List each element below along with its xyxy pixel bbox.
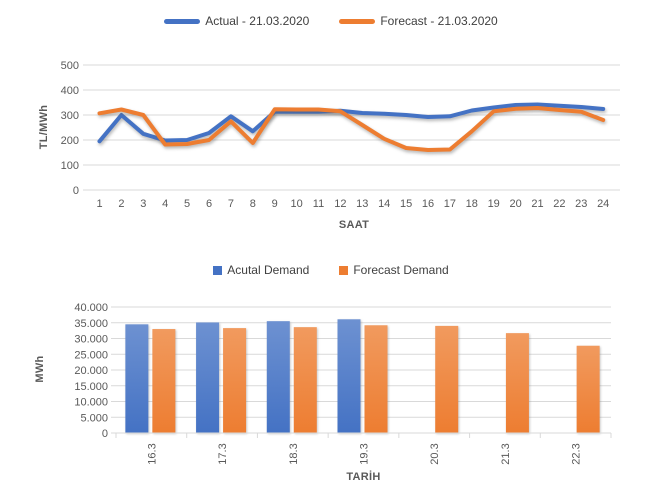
x-tick-label: 18.3 [288,443,300,464]
x-tick-label: 4 [162,198,168,210]
x-tick-label: 13 [356,198,368,210]
x-tick-label: 10 [290,198,302,210]
demand-bar-chart: Acutal Demand Forecast Demand MWh 0 5.000… [0,245,662,491]
price-x-axis-title: SAAT [338,219,370,231]
x-tick-label: 20.3 [429,443,441,464]
actual-demand-bar [337,319,361,433]
x-tick-label: 20 [509,198,521,210]
legend-label-forecast-demand: Forecast Demand [353,263,449,277]
x-tick-label: 21 [531,198,543,210]
y-tick-label: 15.000 [74,381,108,393]
y-tick-label: 10.000 [74,397,108,409]
x-tick-label: 17 [444,198,456,210]
y-tick-label: 300 [61,110,79,122]
y-tick-label: 25.000 [74,349,108,361]
forecast-price-line-swatch [339,18,376,24]
legend-item-actual-price: Actual - 21.03.2020 [164,14,309,28]
actual-price-line [97,102,606,144]
forecast-demand-bar [152,329,176,433]
forecast-demand-bar [435,325,459,433]
x-tick-label: 22 [553,198,565,210]
y-tick-label: 100 [61,160,79,172]
demand-chart-legend: Acutal Demand Forecast Demand [0,263,662,277]
forecast-demand-bar [505,333,529,433]
x-tick-label: 16.3 [146,443,158,464]
actual-demand-bar [125,324,149,433]
actual-demand-bar [196,322,220,433]
x-tick-label: 19 [488,198,500,210]
y-tick-label: 30.000 [74,334,108,346]
x-tick-label: 11 [313,198,324,210]
demand-x-axis-title: TARİH [346,471,381,483]
y-tick-label: 500 [61,60,79,72]
x-tick-label: 9 [272,198,278,210]
y-tick-label: 200 [61,135,79,147]
y-tick-label: 400 [61,85,79,97]
actual-demand-bar [266,321,290,433]
legend-item-forecast-demand: Forecast Demand [339,263,449,277]
legend-item-forecast-price: Forecast - 21.03.2020 [339,14,498,28]
forecast-demand-bar [293,327,317,433]
y-tick-label: 20.000 [74,365,108,377]
forecast-demand-bar [364,325,388,433]
forecast-demand-bar [223,328,247,433]
y-tick-label: 5.000 [80,412,108,424]
actual-demand-swatch [213,265,223,275]
x-tick-label: 16 [422,198,434,210]
actual-price-line-swatch [164,18,201,24]
x-tick-label: 22.3 [571,443,583,464]
forecast-demand-bar [576,345,600,433]
x-tick-label: 19.3 [359,443,371,464]
y-tick-label: 35.000 [74,318,108,330]
demand-chart-plot: 0 5.000 10.000 15.000 20.000 25.000 30.000 35.0… [74,302,612,465]
legend-item-actual-demand: Acutal Demand [213,263,309,277]
forecast-price-line [97,106,606,152]
price-line-chart: Actual - 21.03.2020 Forecast - 21.03.202… [0,0,662,245]
y-tick-label: 0 [102,428,108,440]
legend-label-actual-demand: Acutal Demand [227,263,310,277]
x-tick-label: 24 [597,198,609,210]
x-tick-label: 8 [250,198,256,210]
x-tick-label: 12 [334,198,346,210]
x-tick-label: 7 [228,198,234,210]
legend-label-forecast-price: Forecast - 21.03.2020 [380,14,498,28]
x-tick-label: 17.3 [217,443,229,464]
x-tick-label: 2 [118,198,124,210]
legend-label-actual-price: Actual - 21.03.2020 [205,14,310,28]
x-tick-label: 23 [575,198,587,210]
x-tick-label: 3 [140,198,146,210]
x-tick-label: 1 [96,198,102,210]
x-tick-label: 15 [400,198,412,210]
x-tick-label: 18 [466,198,478,210]
x-tick-label: 14 [378,198,390,210]
y-tick-label: 40.000 [74,302,108,314]
x-tick-label: 21.3 [500,443,512,464]
x-tick-label: 5 [184,198,190,210]
forecast-demand-swatch [339,265,349,275]
y-tick-label: 0 [73,185,79,197]
price-chart-legend: Actual - 21.03.2020 Forecast - 21.03.202… [0,14,662,28]
x-tick-label: 6 [206,198,212,210]
